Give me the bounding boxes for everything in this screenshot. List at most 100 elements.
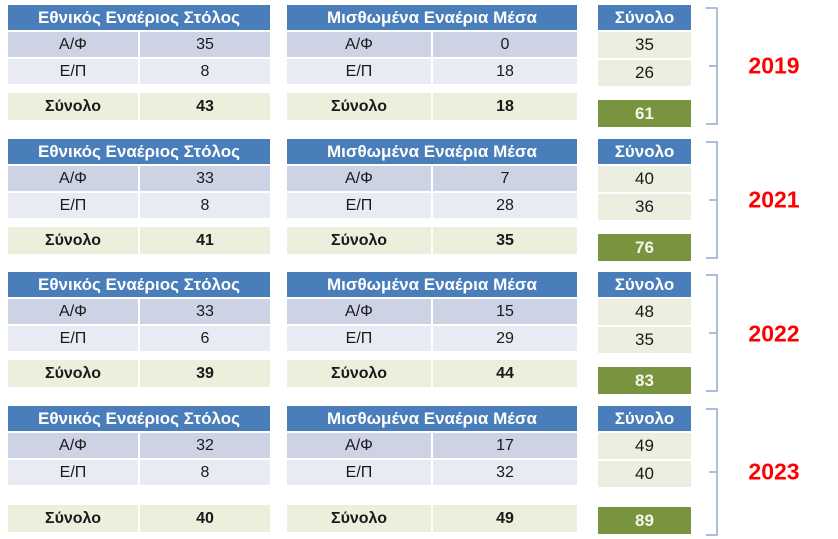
totals-column-title: Σύνολο xyxy=(598,139,691,166)
row-value-af: 35 xyxy=(196,36,214,53)
totals-column: Σύνολο 35 26 61 xyxy=(598,5,691,127)
table-row: Α/Φ 17 xyxy=(287,433,577,460)
row-value-ep: 32 xyxy=(496,464,514,481)
year-bracket-icon xyxy=(704,7,720,130)
sum-af-total: 49 xyxy=(598,433,691,461)
national-fleet-title: Εθνικός Εναέριος Στόλος xyxy=(8,5,270,32)
leased-assets-table: Μισθωμένα Εναέρια Μέσα Α/Φ 15 Ε/Π 29 Σύν… xyxy=(287,272,577,387)
sum-af-total: 35 xyxy=(598,32,691,60)
row-value-af: 33 xyxy=(196,170,214,187)
table-row: Α/Φ 35 xyxy=(8,32,270,59)
row-value-ep: 8 xyxy=(200,63,210,80)
table-total-row: Σύνολο 18 xyxy=(287,93,577,120)
table-row: Α/Φ 7 xyxy=(287,166,577,193)
grand-total: 83 xyxy=(598,367,691,394)
table-row: Α/Φ 15 xyxy=(287,299,577,326)
year-label: 2022 xyxy=(748,320,800,346)
sum-ep-total: 40 xyxy=(598,461,691,489)
row-label-ep: Ε/Π xyxy=(8,59,140,84)
year-group-2022: Εθνικός Εναέριος Στόλος Α/Φ 33 Ε/Π 6 Σύν… xyxy=(0,272,838,395)
totals-column-title: Σύνολο xyxy=(598,5,691,32)
table-total-row: Σύνολο 43 xyxy=(8,93,270,120)
leased-assets-title: Μισθωμένα Εναέρια Μέσα xyxy=(287,272,577,299)
row-label-ep: Ε/Π xyxy=(8,460,140,485)
total-value: 49 xyxy=(496,510,514,527)
total-value: 44 xyxy=(496,365,514,382)
sum-ep-total: 26 xyxy=(598,60,691,88)
year-label: 2023 xyxy=(748,458,800,485)
total-label: Σύνολο xyxy=(287,360,433,387)
totals-column: Σύνολο 48 35 83 xyxy=(598,272,691,394)
total-value: 41 xyxy=(196,232,214,249)
table-total-row: Σύνολο 41 xyxy=(8,227,270,254)
total-label: Σύνολο xyxy=(8,93,140,120)
row-label-af: Α/Φ xyxy=(8,166,140,191)
table-row: Ε/Π 8 xyxy=(8,460,270,487)
table-total-row: Σύνολο 49 xyxy=(287,505,577,532)
total-label: Σύνολο xyxy=(8,505,140,532)
total-label: Σύνολο xyxy=(8,227,140,254)
table-total-row: Σύνολο 40 xyxy=(8,505,270,532)
row-value-ep: 6 xyxy=(200,330,210,347)
total-label: Σύνολο xyxy=(8,360,140,387)
leased-assets-title: Μισθωμένα Εναέρια Μέσα xyxy=(287,5,577,32)
total-label: Σύνολο xyxy=(287,93,433,120)
totals-column-title: Σύνολο xyxy=(598,272,691,299)
national-fleet-title: Εθνικός Εναέριος Στόλος xyxy=(8,139,270,166)
row-value-af: 33 xyxy=(196,303,214,320)
row-label-af: Α/Φ xyxy=(8,32,140,57)
grand-total: 61 xyxy=(598,100,691,127)
table-row: Ε/Π 18 xyxy=(287,59,577,86)
row-label-af: Α/Φ xyxy=(287,166,433,191)
row-label-ep: Ε/Π xyxy=(8,193,140,218)
row-label-ep: Ε/Π xyxy=(8,326,140,351)
row-label-ep: Ε/Π xyxy=(287,193,433,218)
row-label-ep: Ε/Π xyxy=(287,59,433,84)
leased-assets-table: Μισθωμένα Εναέρια Μέσα Α/Φ 0 Ε/Π 18 Σύνο… xyxy=(287,5,577,120)
leased-assets-title: Μισθωμένα Εναέρια Μέσα xyxy=(287,406,577,433)
table-row: Ε/Π 32 xyxy=(287,460,577,487)
year-bracket-icon xyxy=(704,141,720,264)
sum-af-total: 40 xyxy=(598,166,691,194)
year-label: 2019 xyxy=(748,52,800,79)
row-value-ep: 18 xyxy=(496,63,514,80)
national-fleet-table: Εθνικός Εναέριος Στόλος Α/Φ 35 Ε/Π 8 Σύν… xyxy=(8,5,270,120)
year-group-2023: Εθνικός Εναέριος Στόλος Α/Φ 32 Ε/Π 8 Σύν… xyxy=(0,406,838,538)
grand-total: 76 xyxy=(598,234,691,261)
table-row: Ε/Π 8 xyxy=(8,59,270,86)
sum-af-total: 48 xyxy=(598,299,691,327)
table-total-row: Σύνολο 44 xyxy=(287,360,577,387)
year-group-2021: Εθνικός Εναέριος Στόλος Α/Φ 33 Ε/Π 8 Σύν… xyxy=(0,139,838,261)
total-value: 39 xyxy=(196,365,214,382)
table-total-row: Σύνολο 35 xyxy=(287,227,577,254)
table-row: Ε/Π 8 xyxy=(8,193,270,220)
row-value-af: 32 xyxy=(196,437,214,454)
row-label-af: Α/Φ xyxy=(8,299,140,324)
row-label-af: Α/Φ xyxy=(287,32,433,57)
row-value-af: 15 xyxy=(496,303,514,320)
table-row: Ε/Π 28 xyxy=(287,193,577,220)
national-fleet-table: Εθνικός Εναέριος Στόλος Α/Φ 33 Ε/Π 6 Σύν… xyxy=(8,272,270,387)
leased-assets-table: Μισθωμένα Εναέρια Μέσα Α/Φ 17 Ε/Π 32 Σύν… xyxy=(287,406,577,532)
table-row: Α/Φ 33 xyxy=(8,299,270,326)
row-label-af: Α/Φ xyxy=(287,433,433,458)
leased-assets-title: Μισθωμένα Εναέρια Μέσα xyxy=(287,139,577,166)
total-value: 18 xyxy=(496,98,514,115)
leased-assets-table: Μισθωμένα Εναέρια Μέσα Α/Φ 7 Ε/Π 28 Σύνο… xyxy=(287,139,577,254)
table-row: Α/Φ 33 xyxy=(8,166,270,193)
year-label: 2021 xyxy=(748,186,800,213)
national-fleet-title: Εθνικός Εναέριος Στόλος xyxy=(8,272,270,299)
totals-column-title: Σύνολο xyxy=(598,406,691,433)
national-fleet-table: Εθνικός Εναέριος Στόλος Α/Φ 33 Ε/Π 8 Σύν… xyxy=(8,139,270,254)
table-row: Ε/Π 29 xyxy=(287,326,577,353)
row-value-ep: 8 xyxy=(200,197,210,214)
year-bracket-icon xyxy=(704,408,720,539)
totals-column: Σύνολο 49 40 89 xyxy=(598,406,691,534)
grand-total: 89 xyxy=(598,507,691,534)
total-value: 35 xyxy=(496,232,514,249)
row-label-af: Α/Φ xyxy=(8,433,140,458)
row-label-ep: Ε/Π xyxy=(287,460,433,485)
row-value-ep: 8 xyxy=(200,464,210,481)
row-value-ep: 29 xyxy=(496,330,514,347)
